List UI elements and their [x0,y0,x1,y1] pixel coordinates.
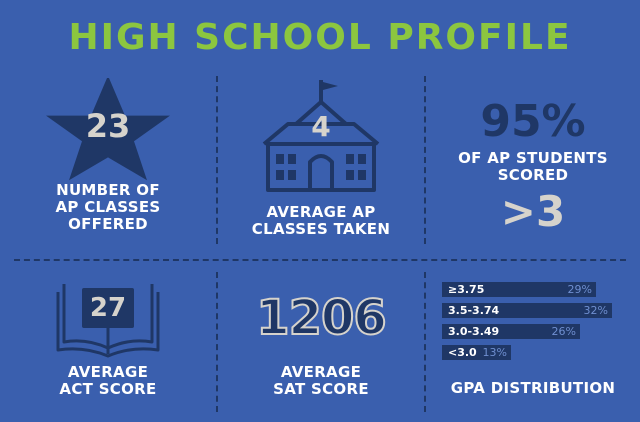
stat-ap-classes-offered: 23 NUMBER OF AP CLASSES OFFERED [0,70,216,250]
gpa-range-label: 3.0-3.49 [448,325,500,338]
page-title: HIGH SCHOOL PROFILE [68,17,572,58]
ap-classes-offered-value: 23 [85,107,131,145]
gpa-row: 3.5-3.74 32% [442,303,630,318]
ap-scored-label: OF AP STUDENTS SCORED [458,149,608,184]
gpa-percent-label: 29% [567,283,592,296]
divider-vertical-top-2 [424,76,426,244]
divider-vertical-bottom-2 [424,272,426,412]
ap-classes-taken-value: 4 [311,110,331,143]
sat-value: 1206 [255,289,388,347]
gpa-bar [442,282,596,297]
ap-classes-taken-label: AVERAGE AP CLASSES TAKEN [251,203,391,238]
gpa-percent-label: 32% [583,304,608,317]
divider-horizontal [14,259,626,261]
gpa-bar [442,345,511,360]
act-label: AVERAGE ACT SCORE [59,363,157,398]
stat-ap-classes-taken: 4 AVERAGE AP CLASSES TAKEN [218,70,424,250]
star-icon [46,78,170,181]
gpa-row: 3.0-3.49 26% [442,324,630,339]
gpa-row: <3.0 13% [442,345,630,360]
gpa-percent-label: 13% [482,346,507,359]
sat-label: AVERAGE SAT SCORE [273,363,369,398]
gpa-bar-chart: ≥3.75 29% 3.5-3.74 32% 3.0-3.49 26% <3.0 13% [442,282,630,366]
ap-scored-threshold: >3 [500,187,566,236]
stat-ap-scored: 95% OF AP STUDENTS SCORED >3 [426,70,640,250]
divider-vertical-top-1 [216,76,218,244]
gpa-bar [442,303,612,318]
schoolhouse-icon [262,80,380,192]
act-value: 27 [89,293,127,323]
gpa-range-label: ≥3.75 [448,283,485,296]
gpa-percent-label: 26% [551,325,576,338]
gpa-bar [442,324,580,339]
gpa-label: GPA DISTRIBUTION [450,379,616,397]
gpa-range-label: 3.5-3.74 [448,304,500,317]
stat-sat: 1206 AVERAGE SAT SCORE [218,268,424,418]
ap-classes-offered-label: NUMBER OF AP CLASSES OFFERED [55,181,161,233]
ap-scored-value: 95% [480,96,586,147]
open-book-icon [56,284,160,358]
gpa-row: ≥3.75 29% [442,282,630,297]
divider-vertical-bottom-1 [216,272,218,412]
gpa-range-label: <3.0 [448,346,477,359]
stat-act: 27 AVERAGE ACT SCORE [0,268,216,418]
stat-gpa-distribution: ≥3.75 29% 3.5-3.74 32% 3.0-3.49 26% <3.0 13% GP… [426,268,640,418]
